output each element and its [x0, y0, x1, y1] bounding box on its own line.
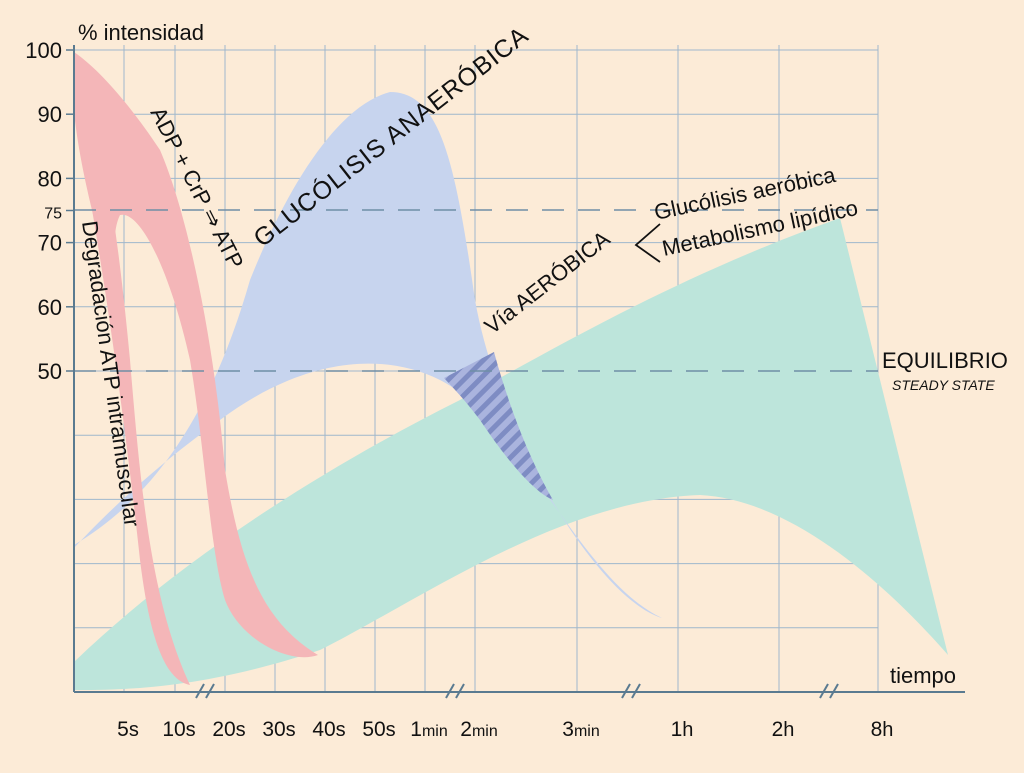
label-equilibrium: EQUILIBRIO — [882, 348, 1008, 373]
axis-breaks — [195, 683, 839, 699]
y-tick-label: 60 — [38, 295, 62, 320]
x-tick-label: 2min — [460, 718, 497, 741]
y-tick-label: 75 — [44, 206, 62, 223]
x-tick-label: 20s — [212, 718, 245, 741]
x-tick-label: 30s — [262, 718, 295, 741]
label-steady-state: STEADY STATE — [892, 377, 995, 393]
x-tick-label: 3min — [562, 718, 599, 741]
x-tick-label: 1h — [671, 718, 694, 741]
x-tick-label: 2h — [772, 718, 795, 741]
series-adp-crp-area — [74, 52, 318, 658]
x-tick-label: 10s — [162, 718, 195, 741]
x-ticks: 5s 10s 20s 30s 40s 50s 1min 2min 3min 1h 2h 8h — [117, 718, 893, 741]
series-overlap-hatch — [444, 352, 553, 500]
y-tick-label: 90 — [38, 102, 62, 127]
y-ticks: 100 90 80 75 70 60 50 — [25, 38, 74, 384]
y-axis-label: % intensidad — [78, 20, 204, 45]
y-tick-label: 80 — [38, 166, 62, 191]
x-axis-label: tiempo — [890, 663, 956, 688]
x-tick-label: 50s — [362, 718, 395, 741]
x-tick-label: 1min — [410, 718, 447, 741]
y-tick-label: 100 — [25, 38, 62, 63]
series-atp-degradation-area — [74, 52, 190, 685]
series-anaerobic-area — [74, 92, 662, 618]
x-tick-label: 5s — [117, 718, 139, 741]
x-tick-label: 40s — [312, 718, 345, 741]
x-tick-label: 8h — [871, 718, 894, 741]
y-tick-label: 70 — [38, 231, 62, 256]
y-tick-label: 50 — [38, 359, 62, 384]
aerobic-bracket — [634, 223, 661, 263]
